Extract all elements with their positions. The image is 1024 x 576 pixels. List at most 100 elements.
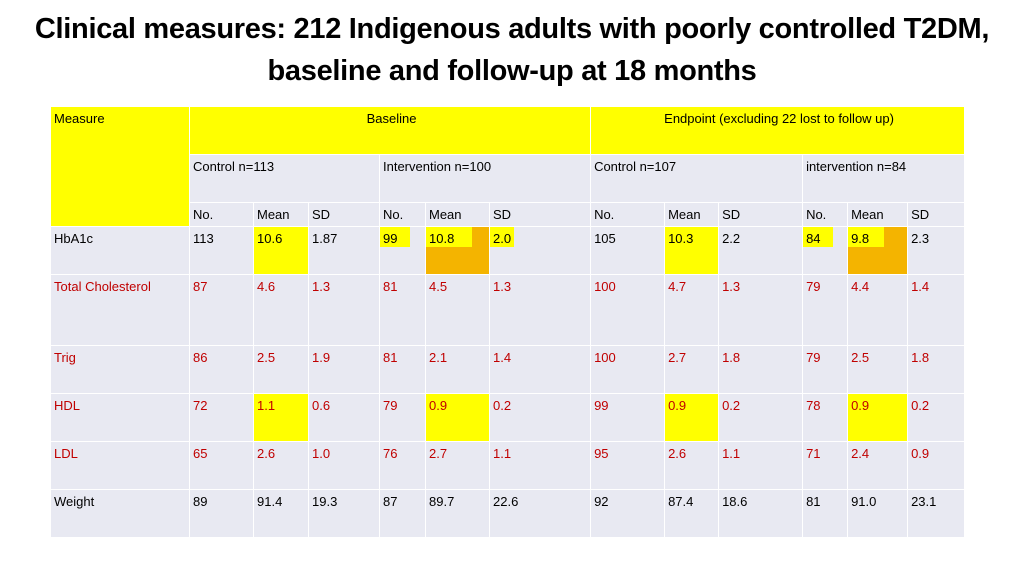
table-cell: 1.1	[718, 441, 804, 490]
table-cell: 1.1	[253, 393, 309, 442]
table-cell: 1.8	[718, 345, 804, 394]
group-header-row: Control n=113 Intervention n=100 Control…	[51, 154, 966, 203]
table-cell: 0.9	[664, 393, 720, 442]
table-row: Total Cholesterol 87 4.6 1.3 81 4.5 1.3 …	[50, 274, 966, 346]
table-cell: 76	[379, 441, 426, 490]
page-title: Clinical measures: 212 Indigenous adults…	[34, 13, 990, 87]
table-cell: 0.2	[488, 393, 592, 442]
row-measure: Weight	[50, 489, 190, 538]
table-cell: 79	[802, 345, 849, 394]
subheader-mean: Mean	[664, 202, 720, 227]
table-cell: 10.6	[253, 226, 309, 275]
table-cell: 79	[802, 274, 849, 346]
table-cell: 2.1	[425, 345, 490, 394]
table-cell: 0.2	[718, 393, 804, 442]
table-cell: 2.5	[253, 345, 309, 394]
table-cell: 4.6	[253, 274, 309, 346]
table-header-row: Measure Baseline Endpoint (excluding 22 …	[50, 106, 966, 227]
table-cell: 0.9	[425, 393, 490, 442]
table-cell: 91.4	[253, 489, 309, 538]
table-cell: 89.7	[425, 489, 490, 538]
table-cell: 86	[189, 345, 254, 394]
table-cell: 2.5	[847, 345, 909, 394]
table-cell: 1.3	[718, 274, 804, 346]
table-cell: 2.7	[425, 441, 490, 490]
subheader-row: No. Mean SD No. Mean SD No. Mean SD No. …	[51, 202, 966, 227]
header-baseline: Baseline	[188, 106, 592, 155]
group-baseline-control: Control n=113	[189, 154, 380, 203]
table-cell: 1.4	[488, 345, 592, 394]
table-cell: 95	[590, 441, 666, 490]
table-cell: 4.5	[425, 274, 490, 346]
row-measure: HDL	[50, 393, 190, 442]
table-cell: 1.9	[308, 345, 380, 394]
table-cell: 99	[590, 393, 666, 442]
subheader-sd: SD	[907, 202, 966, 227]
group-endpoint-control: Control n=107	[590, 154, 804, 203]
table-cell: 71	[802, 441, 849, 490]
table-cell: 4.7	[664, 274, 720, 346]
table-cell: 87.4	[664, 489, 720, 538]
clinical-measures-table: Measure Baseline Endpoint (excluding 22 …	[50, 106, 966, 538]
group-endpoint-intervention: intervention n=84	[802, 154, 966, 203]
table-cell: 84	[802, 226, 849, 275]
table-row: Weight 89 91.4 19.3 87 89.7 22.6 92 87.4…	[50, 489, 966, 538]
table-cell: 91.0	[847, 489, 909, 538]
table-cell: 81	[802, 489, 849, 538]
table-cell: 0.9	[907, 441, 966, 490]
table-cell: 10.8	[425, 226, 490, 275]
table-cell: 23.1	[907, 489, 966, 538]
subheader-no: No.	[802, 202, 849, 227]
subheader-mean: Mean	[847, 202, 909, 227]
table-cell: 18.6	[718, 489, 804, 538]
table-cell: 87	[379, 489, 426, 538]
table-cell: 81	[379, 274, 426, 346]
table-row: HbA1c 113 10.6 1.87 99 10.8 2.0 105 10.3…	[50, 226, 966, 275]
subheader-no: No.	[189, 202, 254, 227]
table-cell: 0.6	[308, 393, 380, 442]
group-baseline-intervention: Intervention n=100	[378, 154, 592, 203]
table-cell: 113	[189, 226, 254, 275]
table-cell: 2.4	[847, 441, 909, 490]
table-cell: 78	[802, 393, 849, 442]
table-cell: 2.6	[664, 441, 720, 490]
table-row: HDL 72 1.1 0.6 79 0.9 0.2 99 0.9 0.2 78 …	[50, 393, 966, 442]
table-cell: 81	[379, 345, 426, 394]
table-cell: 100	[590, 345, 666, 394]
table-cell: 0.9	[847, 393, 909, 442]
table-cell: 0.2	[907, 393, 966, 442]
row-measure: Total Cholesterol	[50, 274, 190, 346]
subheader-sd: SD	[718, 202, 804, 227]
row-measure: LDL	[50, 441, 190, 490]
table-cell: 10.3	[664, 226, 720, 275]
table-row: LDL 65 2.6 1.0 76 2.7 1.1 95 2.6 1.1 71 …	[50, 441, 966, 490]
table-cell: 1.3	[308, 274, 380, 346]
table-cell: 1.4	[907, 274, 966, 346]
table-cell: 100	[590, 274, 666, 346]
table-cell: 1.8	[907, 345, 966, 394]
table-cell: 1.1	[488, 441, 592, 490]
header-measure: Measure	[50, 106, 190, 227]
table-cell: 92	[590, 489, 666, 538]
subheader-no: No.	[379, 202, 426, 227]
subheader-sd: SD	[308, 202, 380, 227]
table-row: Trig 86 2.5 1.9 81 2.1 1.4 100 2.7 1.8 7…	[50, 345, 966, 394]
table-cell: 1.87	[308, 226, 380, 275]
subheader-mean: Mean	[253, 202, 309, 227]
table-cell: 72	[189, 393, 254, 442]
subheader-no: No.	[590, 202, 666, 227]
table-cell: 2.6	[253, 441, 309, 490]
table-cell: 9.8	[847, 226, 909, 275]
table-cell: 1.3	[488, 274, 592, 346]
table-cell: 105	[590, 226, 666, 275]
table-cell: 99	[379, 226, 426, 275]
table-cell: 65	[189, 441, 254, 490]
table-cell: 2.7	[664, 345, 720, 394]
table-cell: 2.3	[907, 226, 966, 275]
header-endpoint: Endpoint (excluding 22 lost to follow up…	[590, 106, 966, 155]
table-cell: 22.6	[488, 489, 592, 538]
table-cell: 87	[189, 274, 254, 346]
subheader-mean: Mean	[425, 202, 490, 227]
row-measure: HbA1c	[50, 226, 190, 275]
table-cell: 19.3	[308, 489, 380, 538]
